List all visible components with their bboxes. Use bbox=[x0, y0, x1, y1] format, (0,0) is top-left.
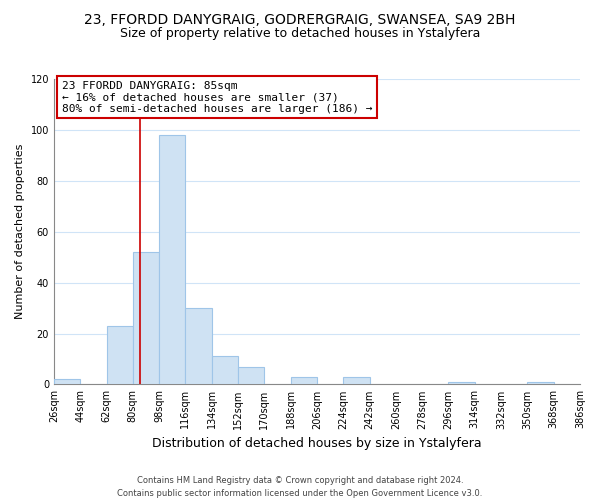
Bar bbox=[54, 380, 80, 384]
Text: Size of property relative to detached houses in Ystalyfera: Size of property relative to detached ho… bbox=[120, 28, 480, 40]
Text: Contains HM Land Registry data © Crown copyright and database right 2024.
Contai: Contains HM Land Registry data © Crown c… bbox=[118, 476, 482, 498]
Bar bbox=[107, 326, 133, 384]
Bar bbox=[527, 382, 554, 384]
Bar bbox=[159, 135, 185, 384]
Bar bbox=[343, 377, 370, 384]
Bar bbox=[212, 356, 238, 384]
Y-axis label: Number of detached properties: Number of detached properties bbox=[15, 144, 25, 320]
X-axis label: Distribution of detached houses by size in Ystalyfera: Distribution of detached houses by size … bbox=[152, 437, 482, 450]
Text: 23 FFORDD DANYGRAIG: 85sqm
← 16% of detached houses are smaller (37)
80% of semi: 23 FFORDD DANYGRAIG: 85sqm ← 16% of deta… bbox=[62, 80, 373, 114]
Bar bbox=[448, 382, 475, 384]
Bar bbox=[133, 252, 159, 384]
Bar bbox=[185, 308, 212, 384]
Text: 23, FFORDD DANYGRAIG, GODRERGRAIG, SWANSEA, SA9 2BH: 23, FFORDD DANYGRAIG, GODRERGRAIG, SWANS… bbox=[85, 12, 515, 26]
Bar bbox=[238, 366, 265, 384]
Bar bbox=[290, 377, 317, 384]
